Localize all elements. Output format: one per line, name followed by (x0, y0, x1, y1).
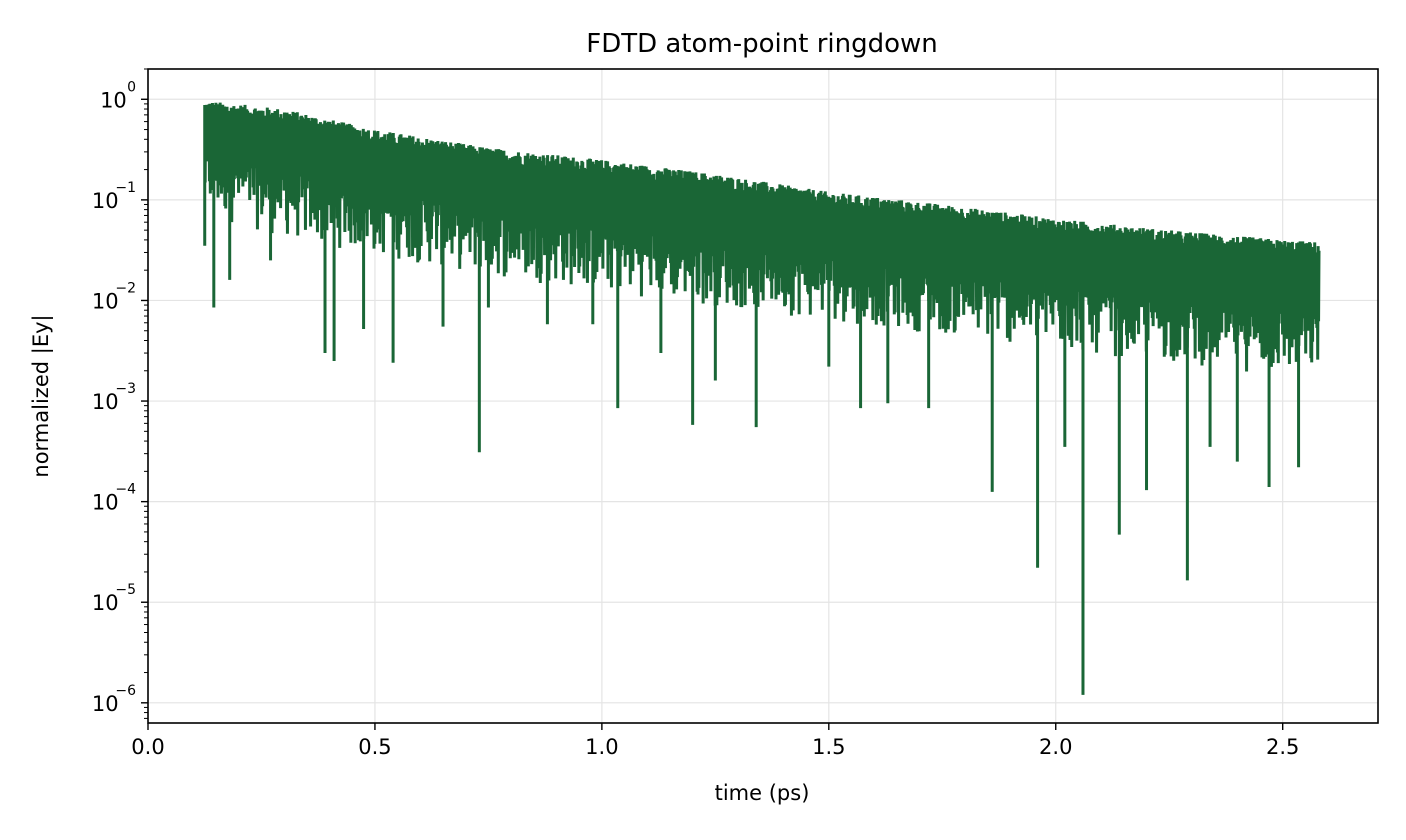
y-tick-label: −210 (92, 280, 136, 313)
x-tick-label: 2.0 (1039, 735, 1072, 759)
y-tick-exponent: −2 (115, 280, 136, 296)
y-tick-exponent: −6 (115, 683, 136, 699)
y-tick-base: 10 (100, 88, 127, 112)
y-tick-base: 10 (92, 189, 119, 213)
y-tick-exponent: −1 (115, 180, 136, 196)
series-line-0 (203, 102, 1321, 695)
y-tick-label: −110 (92, 180, 136, 213)
y-tick-base: 10 (92, 591, 119, 615)
x-tick-label: 0.0 (131, 735, 164, 759)
y-tick-base: 10 (92, 390, 119, 414)
x-tick-label: 1.5 (812, 735, 845, 759)
plot-frame (147, 68, 1379, 724)
y-tick-base: 10 (92, 491, 119, 515)
chart-title: FDTD atom-point ringdown (586, 29, 938, 59)
y-axis-label: normalized |Ey| (29, 314, 54, 477)
x-tick-labels: 0.0 0.5 1.0 1.5 2.0 2.5 (131, 735, 1299, 759)
y-tick-label: −610 (92, 683, 136, 716)
y-tick-exponent: 0 (127, 79, 136, 95)
y-tick-label: −510 (92, 582, 136, 615)
y-tick-exponent: −4 (115, 482, 136, 498)
tick-marks (141, 68, 1284, 730)
x-axis-label: time (ps) (715, 781, 810, 805)
series-layer (203, 102, 1321, 695)
x-tick-label: 1.0 (585, 735, 618, 759)
x-tick-label: 0.5 (358, 735, 391, 759)
y-tick-base: 10 (92, 692, 119, 716)
x-tick-label: 2.5 (1266, 735, 1299, 759)
y-tick-label: −310 (92, 381, 136, 414)
y-tick-labels: 010−110−210−310−410−510−610 (92, 79, 136, 716)
y-tick-exponent: −3 (115, 381, 136, 397)
y-tick-label: 010 (100, 79, 136, 112)
y-tick-exponent: −5 (115, 582, 136, 598)
y-tick-base: 10 (92, 289, 119, 313)
y-tick-label: −410 (92, 482, 136, 515)
